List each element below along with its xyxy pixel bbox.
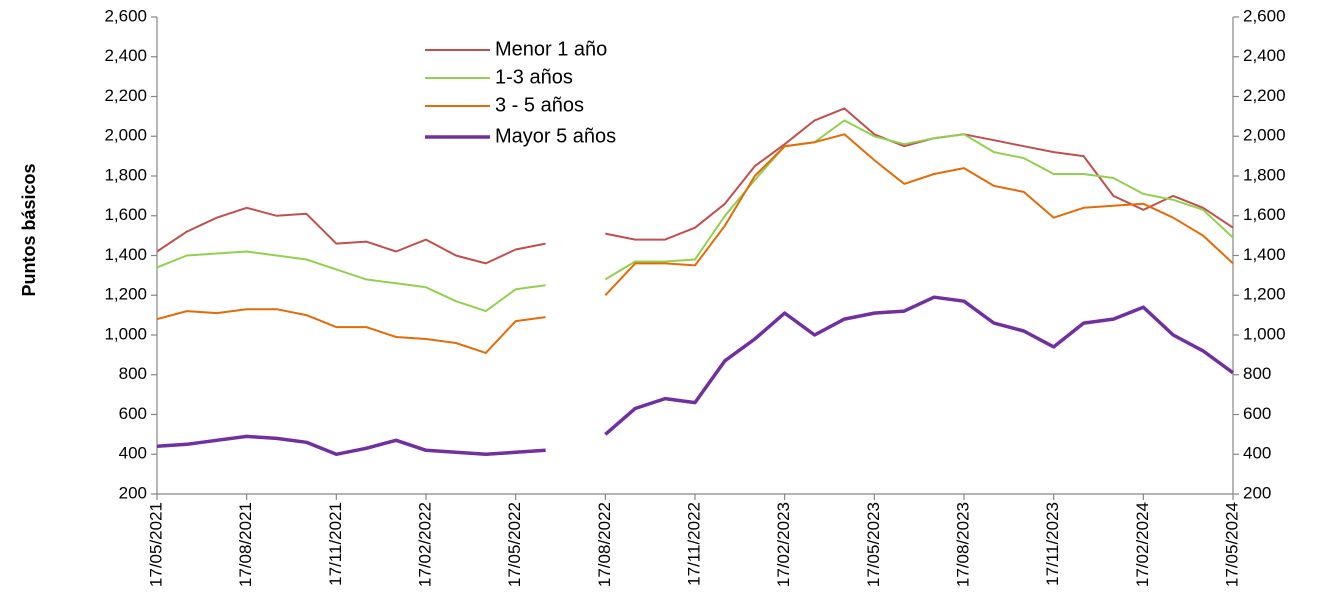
y-tick-label: 1,600 [104,205,147,224]
x-tick-label: 17/11/2022 [684,502,703,586]
legend-label: Menor 1 año [495,38,607,60]
y2-tick-label: 600 [1243,404,1271,423]
legend-label: 1-3 años [495,66,573,88]
y-tick-label: 2,600 [104,6,147,25]
y-tick-label: 1,000 [104,324,147,343]
x-tick-label: 17/08/2021 [236,502,255,587]
y2-tick-label: 1,800 [1243,165,1286,184]
legend-label: Mayor 5 años [495,125,616,147]
x-tick-label: 17/11/2023 [1043,502,1062,586]
series-line [156,133,1234,354]
y2-tick-label: 800 [1243,364,1271,383]
x-tick-label: 17/05/2023 [864,502,883,587]
legend-label: 3 - 5 años [495,94,584,116]
x-tick-label: 17/02/2023 [774,502,793,587]
x-tick-label: 17/08/2023 [953,502,972,587]
y2-tick-label: 400 [1243,444,1271,463]
series-line [156,107,1234,265]
y2-tick-label: 1,000 [1243,324,1286,343]
y-tick-label: 600 [119,404,147,423]
y-tick-label: 400 [119,444,147,463]
x-tick-label: 17/05/2024 [1222,502,1241,587]
y-tick-label: 200 [119,483,147,502]
x-tick-label: 17/02/2024 [1133,502,1152,587]
series-line [156,119,1234,313]
x-tick-label: 17/05/2021 [146,502,165,587]
series-line [156,295,1235,457]
x-tick-label: 17/02/2022 [415,502,434,587]
x-tick-label: 17/08/2022 [595,502,614,587]
y-tick-label: 2,200 [104,86,147,105]
y2-tick-label: 200 [1243,483,1271,502]
x-tick-label: 17/11/2021 [326,502,345,586]
y-tick-label: 2,000 [104,126,147,145]
y-tick-label: 800 [119,364,147,383]
y-tick-label: 2,400 [104,46,147,65]
y2-tick-label: 1,200 [1243,285,1286,304]
y-tick-label: 1,800 [104,165,147,184]
y2-tick-label: 2,600 [1243,6,1286,25]
y-tick-label: 1,200 [104,285,147,304]
x-tick-label: 17/05/2022 [505,502,524,587]
y2-tick-label: 1,600 [1243,205,1286,224]
y-tick-label: 1,400 [104,245,147,264]
y2-tick-label: 2,400 [1243,46,1286,65]
y2-tick-label: 1,400 [1243,245,1286,264]
y-axis-label: Puntos básicos [19,163,39,296]
y2-tick-label: 2,200 [1243,86,1286,105]
y2-tick-label: 2,000 [1243,126,1286,145]
